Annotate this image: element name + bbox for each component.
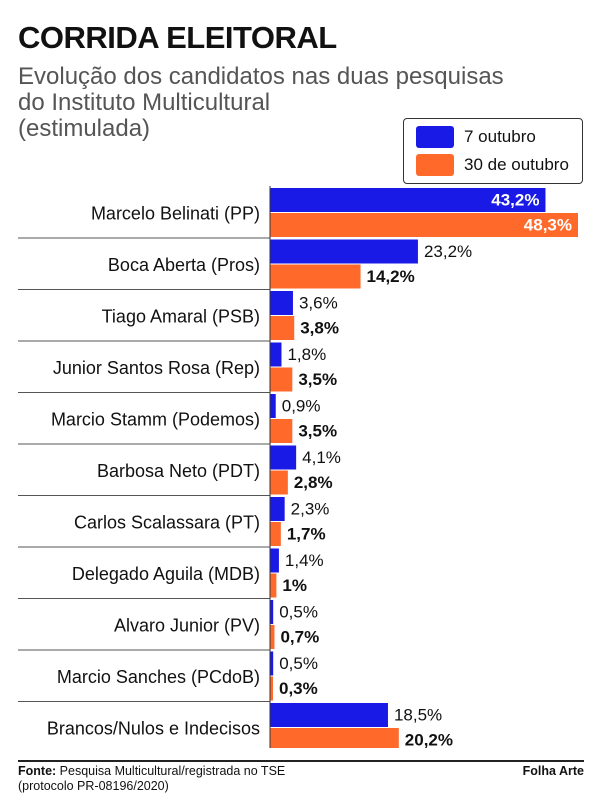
bar-series1 bbox=[270, 342, 282, 367]
bar-series1 bbox=[270, 239, 418, 264]
bar-series1 bbox=[270, 497, 285, 521]
bar-series2 bbox=[270, 264, 361, 289]
bar-series2 bbox=[270, 728, 399, 748]
bar-series1 bbox=[270, 548, 279, 573]
data-label-series2: 1% bbox=[282, 576, 307, 595]
bar-series2 bbox=[270, 213, 578, 237]
data-label-series2: 20,2% bbox=[405, 730, 453, 748]
bar-series1 bbox=[270, 291, 293, 315]
legend-item-series2: 30 de outubro bbox=[416, 154, 569, 176]
category-label: Carlos Scalassara (PT) bbox=[74, 513, 260, 533]
bar-series1 bbox=[270, 445, 297, 470]
bar-series2 bbox=[270, 470, 288, 495]
data-label-series1: 4,1% bbox=[302, 448, 341, 467]
data-label-series1: 43,2% bbox=[491, 190, 539, 209]
legend-label-series2: 30 de outubro bbox=[464, 155, 569, 174]
bar-series1 bbox=[270, 703, 388, 727]
category-label: Brancos/Nulos e Indecisos bbox=[47, 719, 260, 739]
data-label-series2: 2,8% bbox=[294, 473, 333, 492]
credit: Folha Arte bbox=[522, 764, 584, 778]
category-label: Marcio Sanches (PCdoB) bbox=[57, 667, 260, 687]
source-line1: Pesquisa Multicultural/registrada no TSE bbox=[59, 764, 286, 778]
data-label-series1: 23,2% bbox=[424, 242, 472, 261]
data-label-series1: 2,3% bbox=[291, 499, 330, 518]
data-label-series2: 0,3% bbox=[279, 679, 318, 698]
source-note: Fonte: Pesquisa Multicultural/registrada… bbox=[18, 764, 285, 794]
source-label: Fonte: bbox=[18, 764, 57, 778]
data-label-series2: 3,5% bbox=[298, 421, 337, 440]
category-label: Delegado Aguila (MDB) bbox=[72, 564, 260, 584]
legend-swatch-series2 bbox=[416, 154, 454, 176]
category-label: Barbosa Neto (PDT) bbox=[97, 461, 260, 481]
bar-series2 bbox=[270, 522, 281, 546]
bar-series2 bbox=[270, 573, 277, 598]
category-label: Marcio Stamm (Podemos) bbox=[51, 410, 260, 430]
data-label-series2: 3,5% bbox=[298, 370, 337, 389]
data-label-series2: 3,8% bbox=[300, 318, 339, 337]
bar-series1 bbox=[270, 188, 546, 212]
data-label-series1: 1,8% bbox=[287, 345, 326, 364]
legend: 7 outubro 30 de outubro bbox=[403, 118, 583, 184]
data-label-series1: 18,5% bbox=[394, 705, 442, 724]
data-label-series1: 3,6% bbox=[299, 293, 338, 312]
category-label: Alvaro Junior (PV) bbox=[114, 616, 260, 636]
source-line2: (protocolo PR-08196/2020) bbox=[18, 779, 169, 793]
bar-series1 bbox=[270, 651, 274, 676]
data-label-series1: 0,5% bbox=[279, 602, 318, 621]
bar-series2 bbox=[270, 367, 293, 392]
bar-chart: Marcelo Belinati (PP) 43,2% 48,3% Boca Aber… bbox=[18, 186, 578, 748]
data-label-series2: 1,7% bbox=[287, 524, 326, 543]
legend-swatch-series1 bbox=[416, 126, 454, 148]
data-label-series2: 48,3% bbox=[524, 215, 572, 234]
bar-series2 bbox=[270, 625, 275, 649]
bar-series2 bbox=[270, 676, 273, 701]
chart-title: CORRIDA ELEITORAL bbox=[18, 20, 337, 55]
legend-label-series1: 7 outubro bbox=[464, 127, 536, 146]
bar-series2 bbox=[270, 316, 295, 340]
category-label: Boca Aberta (Pros) bbox=[108, 255, 260, 275]
category-label: Marcelo Belinati (PP) bbox=[91, 204, 260, 224]
data-label-series1: 0,5% bbox=[279, 654, 318, 673]
legend-item-series1: 7 outubro bbox=[416, 126, 536, 148]
footer-rule bbox=[18, 760, 584, 762]
category-label: Junior Santos Rosa (Rep) bbox=[53, 358, 260, 378]
chart-subtitle: Evolução dos candidatos nas duas pesquis… bbox=[18, 63, 504, 142]
data-label-series2: 14,2% bbox=[367, 267, 415, 286]
bar-series2 bbox=[270, 419, 293, 443]
data-label-series2: 0,7% bbox=[280, 627, 319, 646]
bar-series1 bbox=[270, 394, 276, 418]
bar-series1 bbox=[270, 600, 274, 624]
data-label-series1: 0,9% bbox=[282, 396, 321, 415]
category-label: Tiago Amaral (PSB) bbox=[102, 307, 260, 327]
data-label-series1: 1,4% bbox=[285, 551, 324, 570]
